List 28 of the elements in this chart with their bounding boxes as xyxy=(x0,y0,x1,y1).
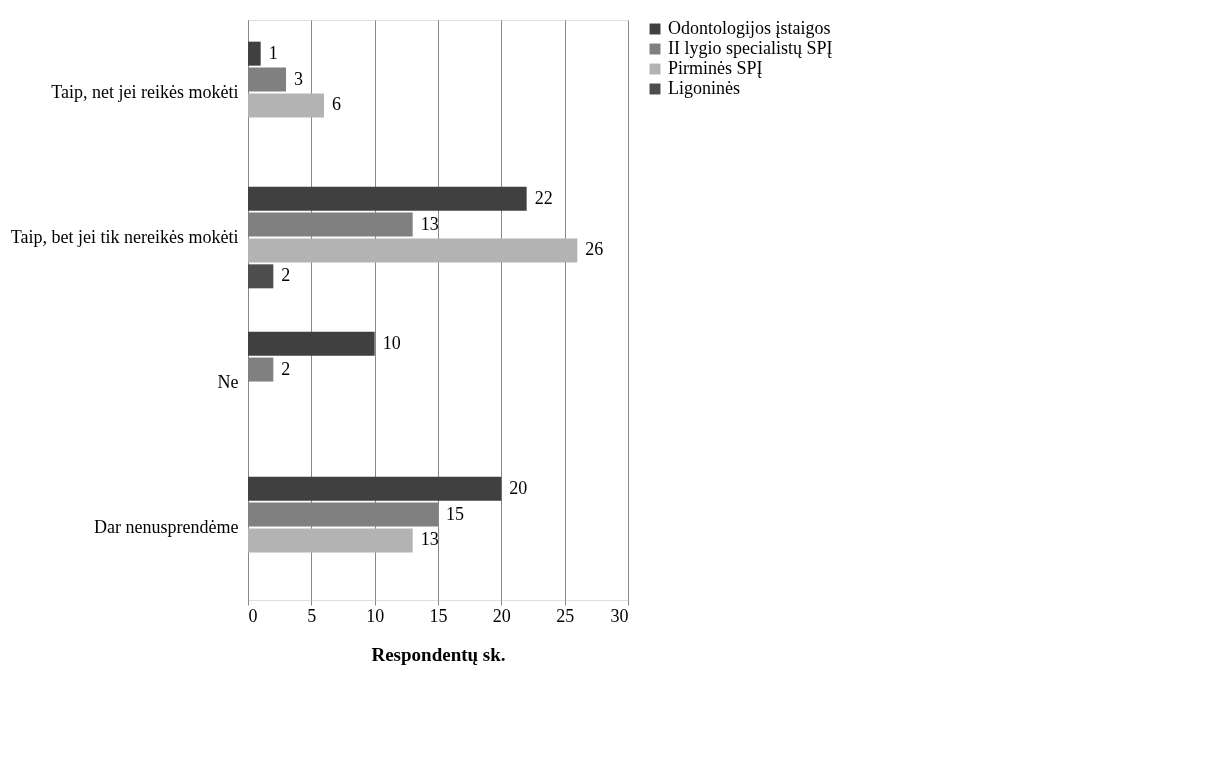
data-label: 1 xyxy=(268,42,278,63)
x-tick-label: 20 xyxy=(492,605,511,626)
data-label: 3 xyxy=(294,68,303,89)
y-tick-label: Taip, net jei reikės mokėti xyxy=(51,81,239,102)
legend-label: Pirminės SPĮ xyxy=(668,58,763,78)
x-tick-label: 30 xyxy=(610,605,629,626)
data-label: 13 xyxy=(420,213,439,234)
data-label: 20 xyxy=(509,477,528,498)
x-tick-label: 15 xyxy=(429,605,448,626)
data-label: 22 xyxy=(534,187,553,208)
data-label: 15 xyxy=(446,503,464,524)
y-tick-label: Taip, bet jei tik nereikės mokėti xyxy=(10,226,239,247)
data-label: 6 xyxy=(332,94,341,115)
data-label: 2 xyxy=(281,358,291,379)
legend-label: Odontologijos įstaigos xyxy=(668,18,831,38)
data-label: 26 xyxy=(585,239,604,260)
x-tick-label: 25 xyxy=(556,605,575,626)
legend-label: II lygio specialistų SPĮ xyxy=(668,38,833,58)
legend-label: Ligoninės xyxy=(668,78,740,98)
x-axis-title: Respondentų sk. xyxy=(371,643,506,665)
x-tick-label: 0 xyxy=(248,605,258,626)
y-tick-label: Ne xyxy=(217,371,239,392)
y-tick-label: Dar nenusprendėme xyxy=(94,516,239,537)
data-label: 13 xyxy=(420,529,439,550)
x-tick-label: 5 xyxy=(307,605,317,626)
data-label: 2 xyxy=(281,265,291,286)
data-label: 10 xyxy=(382,332,401,353)
x-tick-label: 10 xyxy=(366,605,385,626)
